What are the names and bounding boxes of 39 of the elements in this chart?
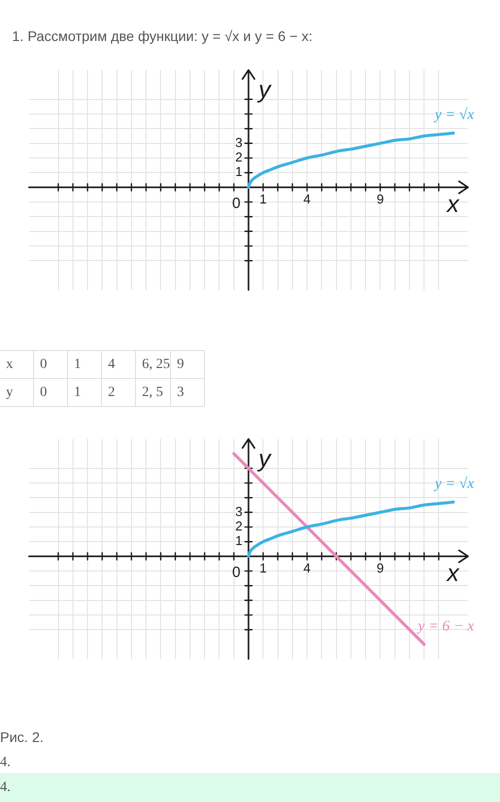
- x-axis-title: x: [446, 560, 460, 588]
- text: Рис. 2.: [0, 729, 44, 745]
- series-label: y = 6 − x: [416, 618, 474, 634]
- chart-title: 1. Рассмотрим две функции: y = √x и y = 6 − x:: [12, 28, 312, 44]
- x-tick-label: 1: [260, 191, 267, 206]
- text: 0: [34, 378, 68, 406]
- text: y: [0, 378, 34, 406]
- series-label: y = √x: [432, 107, 474, 124]
- y-tick-label: 3: [235, 134, 242, 150]
- x-axis-title: x: [446, 191, 460, 218]
- y-tick-label: 2: [235, 150, 242, 165]
- y-tick-label: 3: [235, 504, 242, 519]
- y-tick-label: 2: [235, 518, 242, 534]
- y-tick-label: 1: [235, 533, 242, 548]
- text: 2, 5: [136, 378, 170, 406]
- text: 9: [170, 350, 204, 378]
- text: 4: [102, 350, 136, 378]
- text: 4.: [0, 754, 10, 770]
- line-series: [247, 500, 455, 558]
- x-tick-label: 4: [303, 191, 311, 206]
- x-tick-label: 9: [376, 560, 384, 576]
- text: 6, 25: [136, 350, 170, 378]
- x-tick-label: 1: [260, 560, 267, 576]
- y-tick-label: 1: [235, 164, 242, 180]
- x-tick-label: 4: [303, 560, 311, 576]
- text: 1: [68, 378, 102, 406]
- annotation: 0: [232, 564, 240, 581]
- text: 3: [170, 378, 204, 406]
- y-axis-title: y: [256, 446, 272, 473]
- text: 2: [102, 378, 136, 406]
- line-series: [247, 132, 455, 189]
- annotation: 0: [232, 194, 240, 212]
- text: 1: [68, 350, 102, 378]
- series-label: y = √x: [432, 476, 474, 492]
- x-tick-label: 9: [376, 191, 384, 206]
- y-axis-title: y: [256, 76, 272, 104]
- text: 0: [34, 350, 68, 378]
- text: 4.: [0, 780, 10, 796]
- text: x: [0, 350, 34, 378]
